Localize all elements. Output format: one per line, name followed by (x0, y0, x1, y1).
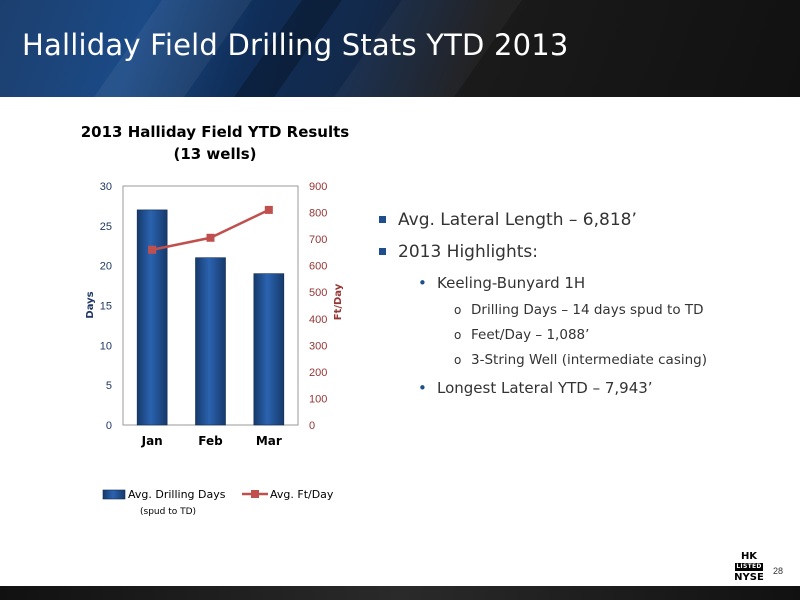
bullet-item-level3: o Feet/Day – 1,088’ (376, 323, 707, 348)
bullet-text: Feet/Day – 1,088’ (471, 327, 590, 343)
y2-axis-tick-label: 100 (309, 393, 327, 405)
bullet-text: 2013 Highlights: (398, 242, 539, 262)
bullet-list: Avg. Lateral Length – 6,818’ 2013 Highlig… (376, 204, 707, 403)
square-bullet-icon (379, 216, 386, 223)
bullet-text: Avg. Lateral Length – 6,818’ (398, 210, 637, 230)
bullet-item-level1: Avg. Lateral Length – 6,818’ (376, 204, 707, 236)
line-avg-ft-per-day (151, 208, 270, 251)
page-title: Halliday Field Drilling Stats YTD 2013 (22, 28, 569, 62)
line-point-marker (148, 245, 157, 254)
y2-axis-tick-label: 700 (309, 234, 327, 246)
y-axis-tick-label: 20 (100, 261, 112, 273)
y2-axis-tick-label: 0 (309, 420, 315, 432)
legend-swatch-marker (251, 490, 259, 498)
bullet-item-level2: • Keeling-Bunyard 1H (376, 268, 707, 298)
y2-axis-title: Ft/Day (333, 283, 344, 320)
nyse-logo: HK LISTED NYSE (734, 551, 764, 583)
y-axis-tick-label: 25 (100, 221, 112, 233)
bar-avg-drilling-days (253, 273, 285, 426)
y-axis-tick-label: 10 (100, 340, 112, 352)
line-point-marker (264, 205, 273, 214)
chart-title-line2: (13 wells) (173, 145, 257, 163)
bullet-text: Keeling-Bunyard 1H (437, 274, 586, 292)
legend-label-ft-per-day: Avg. Ft/Day (270, 488, 334, 501)
bar-avg-drilling-days (136, 209, 168, 426)
y-axis-tick-label: 15 (100, 301, 112, 313)
y2-axis-tick-label: 800 (309, 208, 327, 220)
circle-bullet-icon: o (454, 353, 462, 367)
y2-axis-tick-label: 400 (309, 314, 327, 326)
bullet-item-level3: o 3-String Well (intermediate casing) (376, 348, 707, 373)
chart-title-line1: 2013 Halliday Field YTD Results (80, 123, 350, 141)
line-point-marker (206, 233, 215, 242)
y-axis-tick-label: 30 (100, 181, 112, 193)
legend-swatch-bar (102, 489, 126, 500)
y2-axis-tick-label: 500 (309, 287, 327, 299)
y-axis-tick-label: 5 (106, 380, 112, 392)
y2-axis-tick-label: 300 (309, 340, 327, 352)
bullet-text: 3-String Well (intermediate casing) (471, 352, 707, 368)
y-axis-title: Days (85, 291, 96, 318)
bullet-item-level3: o Drilling Days – 14 days spud to TD (376, 298, 707, 323)
y2-axis-tick-label: 600 (309, 261, 327, 273)
dot-bullet-icon: • (418, 274, 427, 292)
bullet-text: Longest Lateral YTD – 7,943’ (437, 379, 653, 397)
bullet-item-level2: • Longest Lateral YTD – 7,943’ (376, 373, 707, 403)
x-axis-tick-label: Mar (256, 434, 282, 448)
legend-label-drilling-days: Avg. Drilling Days (128, 488, 226, 501)
page-number: 28 (773, 566, 784, 576)
header-banner: Halliday Field Drilling Stats YTD 2013 (0, 0, 800, 97)
y-axis-tick-label: 0 (106, 420, 112, 432)
x-axis-tick-label: Feb (198, 434, 223, 448)
circle-bullet-icon: o (454, 303, 462, 317)
dot-bullet-icon: • (418, 379, 427, 397)
y2-axis-tick-label: 900 (309, 181, 327, 193)
bullet-item-level1: 2013 Highlights: (376, 236, 707, 268)
y2-axis-tick-label: 200 (309, 367, 327, 379)
bar-avg-drilling-days (195, 257, 226, 426)
footer-bar (0, 586, 800, 600)
chart-title: 2013 Halliday Field YTD Results (13 well… (70, 121, 360, 165)
legend-note: (spud to TD) (140, 507, 196, 517)
square-bullet-icon (379, 248, 386, 255)
x-axis-tick-label: Jan (141, 434, 163, 448)
bullet-text: Drilling Days – 14 days spud to TD (471, 302, 704, 318)
circle-bullet-icon: o (454, 328, 462, 342)
